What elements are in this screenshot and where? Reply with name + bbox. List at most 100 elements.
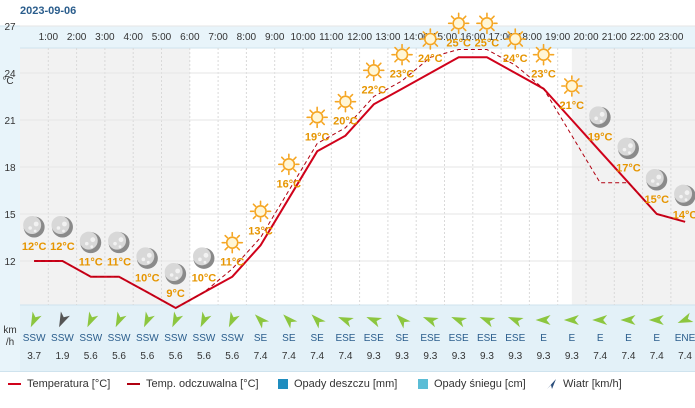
x-tick-label: 14:00: [404, 32, 429, 43]
wind-arrow-shape: [172, 311, 184, 328]
wind-arrow-icon: [228, 311, 240, 328]
moon-icon: [23, 216, 45, 238]
moon-icon: [79, 231, 102, 254]
wind-arrow-shape: [338, 317, 354, 328]
wind-direction: SSW: [23, 333, 46, 344]
sun-ray: [547, 46, 552, 51]
sun-ray: [365, 62, 370, 67]
moon-crater: [684, 190, 690, 196]
series-line-feels-like: [34, 49, 686, 309]
sun-disc: [395, 48, 409, 61]
temperature-label: 13°C: [248, 225, 273, 237]
wind-arrow-shape: [228, 311, 240, 328]
sun-ray: [507, 43, 512, 47]
moon-crater: [113, 241, 117, 246]
wind-direction: SSW: [51, 333, 74, 344]
wind-arrow-icon: [254, 314, 270, 329]
legend-label-feels-like: Temp. odczuwalna [°C]: [146, 378, 259, 390]
moon-icon: [192, 247, 215, 269]
sun-icon: [362, 59, 385, 82]
temperature-label: 11°C: [107, 257, 131, 269]
wind-arrow-shape: [648, 315, 664, 325]
temperature-label: 15°C: [644, 194, 669, 206]
moon-crater: [679, 194, 683, 199]
wind-arrow-icon: [338, 317, 354, 328]
wind-arrow-icon: [30, 311, 42, 328]
legend-item-rain[interactable]: Opady deszczu [mm]: [278, 378, 397, 390]
wind-arrow-icon: [547, 379, 556, 389]
sun-ray: [519, 43, 524, 47]
wind-speed: 9.3: [565, 351, 579, 362]
hour-axis-band: [20, 26, 695, 48]
wind-direction: ESE: [449, 333, 469, 344]
sun-icon: [561, 75, 583, 97]
wind-arrow-icon: [143, 311, 155, 328]
wind-direction: SSW: [164, 333, 187, 344]
x-tick-label: 10:00: [290, 32, 315, 43]
wind-arrow-shape: [200, 311, 212, 328]
wind-arrow-icon: [677, 312, 694, 323]
sun-ray: [519, 31, 524, 35]
legend-item-feels-like[interactable]: Temp. odczuwalna [°C]: [127, 378, 259, 390]
wind-speed: 7.4: [282, 351, 296, 362]
sun-ray: [349, 105, 354, 110]
moon-crater: [118, 237, 124, 243]
moon-crater: [90, 245, 94, 249]
wind-arrow-shape: [535, 315, 551, 325]
sun-icon: [447, 12, 470, 35]
legend-item-temperature[interactable]: Temperatura [°C]: [8, 378, 110, 390]
moon-icon: [108, 231, 130, 254]
wind-arrow-icon: [87, 311, 99, 328]
moon-highlight: [51, 216, 70, 234]
moon-crater: [33, 221, 39, 227]
sun-ray: [280, 156, 285, 161]
x-tick-label: 23:00: [658, 32, 683, 43]
wind-direction: SE: [395, 333, 409, 344]
sun-ray: [394, 46, 398, 51]
sun-ray: [491, 27, 495, 32]
wind-arrow-icon: [535, 315, 551, 325]
wind-direction: ESE: [420, 333, 440, 344]
wind-arrow-shape: [115, 311, 127, 328]
wind-speed: 9.3: [508, 351, 522, 362]
sun-ray: [337, 93, 342, 98]
wind-direction: SSW: [79, 333, 102, 344]
wind-direction: SE: [282, 333, 296, 344]
wind-speed: 7.4: [621, 351, 635, 362]
wind-arrow-icon: [563, 315, 579, 325]
legend-item-snow[interactable]: Opady śniegu [cm]: [418, 378, 526, 390]
sun-disc: [282, 158, 296, 171]
moon-crater: [56, 226, 61, 230]
sun-ray: [292, 156, 297, 161]
sun-disc: [452, 17, 465, 30]
sun-ray: [349, 93, 354, 98]
moon-crater: [62, 229, 65, 233]
wind-speed: 9.3: [395, 351, 409, 362]
legend-item-wind[interactable]: Wiatr [km/h]: [546, 378, 622, 390]
sun-ray: [507, 31, 512, 35]
wind-speed: 9.3: [480, 351, 494, 362]
temperature-label: 17°C: [616, 163, 641, 175]
sun-icon: [532, 43, 555, 66]
moon-highlight: [164, 263, 183, 281]
moon-highlight: [108, 231, 127, 250]
chart-legend: Temperatura [°C] Temp. odczuwalna [°C] O…: [0, 372, 695, 396]
wind-arrow-shape: [451, 317, 468, 328]
sun-ray: [394, 58, 398, 63]
y-tick-label: 27: [4, 22, 16, 33]
wind-arrow-shape: [422, 317, 439, 328]
sun-icon: [476, 12, 498, 35]
sun-ray: [321, 109, 326, 114]
x-tick-label: 6:00: [180, 32, 200, 43]
x-tick-label: 7:00: [208, 32, 228, 43]
sun-ray: [252, 215, 257, 220]
wind-direction: ESE: [364, 333, 384, 344]
temperature-label: 11°C: [220, 257, 244, 269]
wind-direction: SE: [254, 333, 268, 344]
wind-speed: 5.6: [197, 351, 211, 362]
sun-icon: [334, 90, 357, 113]
wind-speed: 7.4: [310, 351, 324, 362]
moon-crater: [118, 245, 122, 249]
wind-band: [20, 305, 695, 372]
x-tick-label: 8:00: [237, 32, 257, 43]
